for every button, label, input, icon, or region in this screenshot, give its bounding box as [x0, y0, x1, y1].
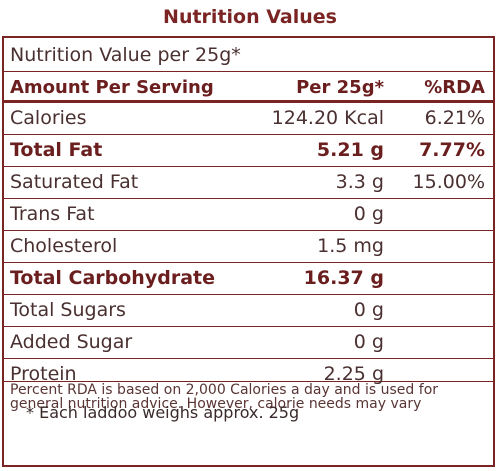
nutrient-row: Added Sugar 0 g [4, 327, 493, 359]
nutrient-label: Added Sugar [10, 331, 133, 353]
nutrient-row: Protein 2.25 g [4, 359, 493, 385]
nutrient-per-serving: 0 g [353, 331, 384, 353]
nutrient-label: Cholesterol [10, 235, 118, 257]
header-rda: %RDA [424, 77, 485, 98]
nutrient-label: Total Carbohydrate [10, 267, 215, 289]
nutrient-label: Calories [10, 107, 87, 129]
nutrient-row: Total Fat 5.21 g 7.77% [4, 135, 493, 167]
nutrient-row: Saturated Fat 3.3 g 15.00% [4, 167, 493, 199]
page-title: Nutrition Values [163, 6, 337, 28]
header-row: Amount Per Serving Per 25g* %RDA [4, 72, 493, 103]
nutrient-per-serving: 0 g [353, 203, 384, 225]
header-amount: Amount Per Serving [10, 77, 214, 98]
nutrient-label: Total Fat [10, 139, 103, 161]
nutrient-row: Calories 124.20 Kcal 6.21% [4, 103, 493, 135]
nutrient-rda: 15.00% [412, 171, 485, 193]
nutrient-per-serving: 124.20 Kcal [271, 107, 384, 129]
nutrient-rda: 6.21% [424, 107, 485, 129]
nutrient-per-serving: 16.37 g [303, 267, 384, 289]
nutrient-row: Total Carbohydrate 16.37 g [4, 263, 493, 295]
nutrient-row: Total Sugars 0 g [4, 295, 493, 327]
nutrient-label: Protein [10, 363, 77, 385]
nutrient-rda: 7.77% [419, 139, 485, 161]
nutrient-per-serving: 2.25 g [323, 363, 384, 385]
nutrient-per-serving: 0 g [353, 299, 384, 321]
nutrient-row: Cholesterol 1.5 mg [4, 231, 493, 263]
nutrient-per-serving: 1.5 mg [317, 235, 384, 257]
nutrient-label: Saturated Fat [10, 171, 139, 193]
laddoo-note: * Each laddoo weighs approx. 25g [26, 403, 300, 422]
intro-row: Nutrition Value per 25g* [4, 38, 493, 72]
nutrient-per-serving: 3.3 g [335, 171, 384, 193]
nutrient-per-serving: 5.21 g [316, 139, 384, 161]
nutrient-label: Trans Fat [10, 203, 95, 225]
header-per: Per 25g* [296, 77, 384, 98]
intro-text: Nutrition Value per 25g* [10, 44, 241, 66]
nutrient-row: Trans Fat 0 g [4, 199, 493, 231]
footnote: Percent RDA is based on 2,000 Calories a… [10, 382, 439, 412]
nutrient-label: Total Sugars [10, 299, 126, 321]
nutrition-table: Nutrition Value per 25g* Amount Per Serv… [2, 36, 495, 467]
